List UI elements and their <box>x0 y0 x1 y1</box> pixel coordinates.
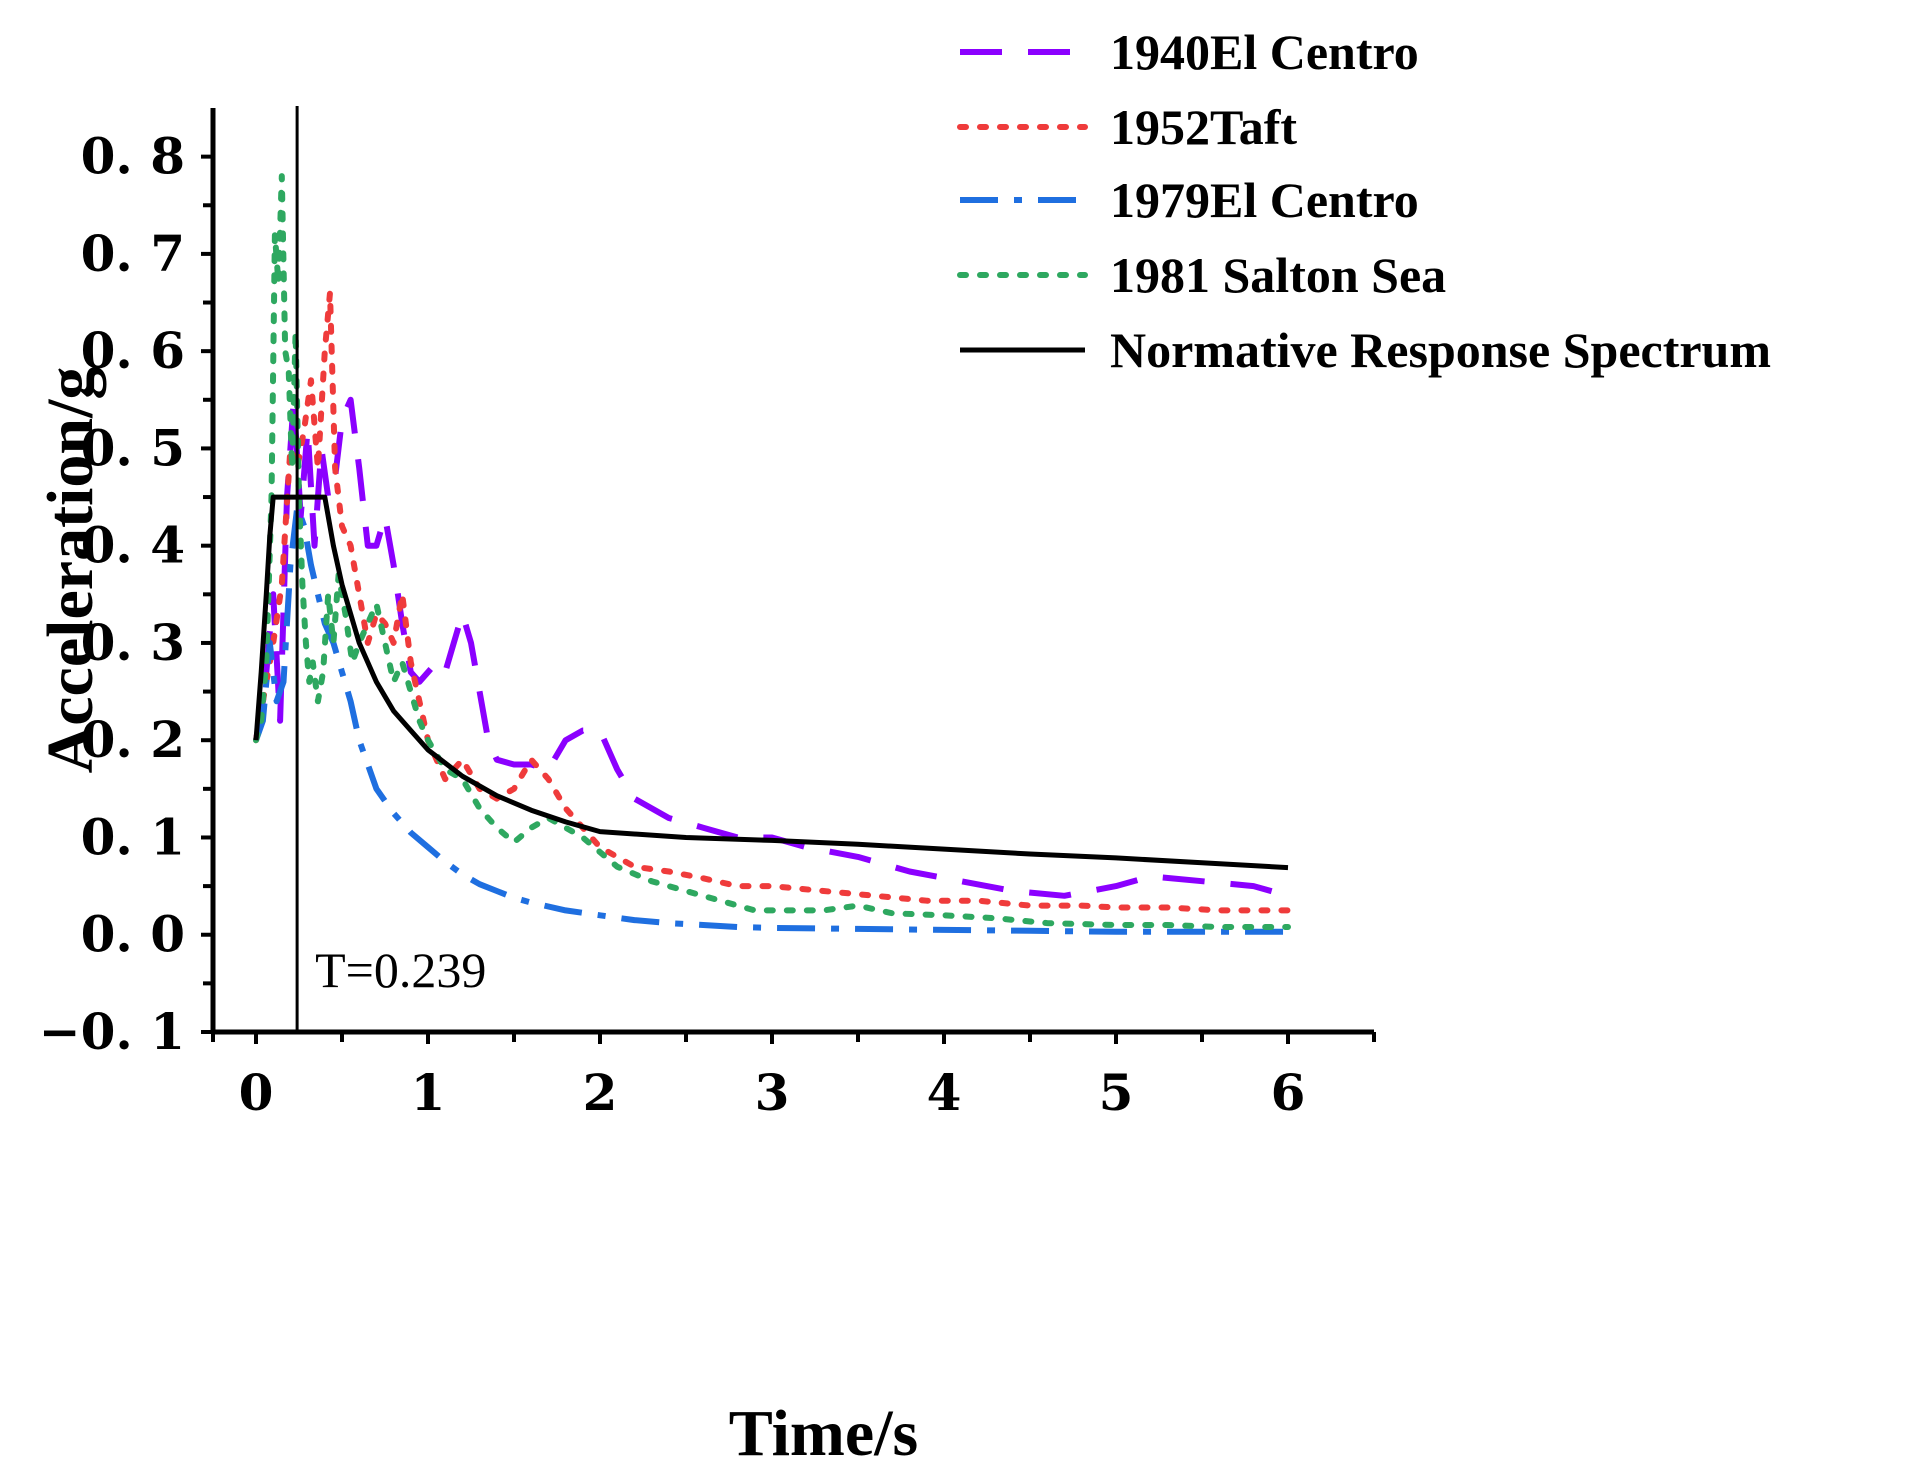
x-tick-label: 0 <box>239 1063 274 1122</box>
y-tick-label: −0. 1 <box>39 1002 185 1061</box>
y-tick-label: 0. 5 <box>81 418 185 477</box>
y-tick-label: 0. 2 <box>81 710 185 769</box>
legend: 1940El Centro 1952Taft 1979El Centro 1981 S… <box>957 24 1771 378</box>
series-line-1940el-centro <box>253 396 1289 899</box>
x-tick-label: 3 <box>755 1063 790 1122</box>
x-tick-label: 5 <box>1099 1063 1134 1122</box>
y-tick-label: 0. 7 <box>81 224 185 283</box>
annotation-layer: T=0.239 <box>295 106 486 1032</box>
labels-layer: Time/s Acceleration/g <box>34 367 918 1470</box>
x-tick-label: 1 <box>411 1063 446 1122</box>
y-tick-label: 0. 0 <box>81 905 185 964</box>
legend-label: 1981 Salton Sea <box>1110 247 1446 303</box>
series-line-1981-salton-sea <box>253 173 1291 930</box>
x-tick-label: 2 <box>583 1063 618 1122</box>
series-line-normative-response-spectrum <box>253 494 1289 871</box>
y-axis-title: Acceleration/g <box>34 367 107 774</box>
legend-label: 1940El Centro <box>1110 24 1419 80</box>
y-tick-label: 0. 1 <box>81 807 185 866</box>
period-annotation: T=0.239 <box>315 942 486 998</box>
x-tick-label: 4 <box>927 1063 962 1122</box>
y-tick-label: 0. 3 <box>81 613 185 672</box>
x-tick-label: 6 <box>1271 1063 1306 1122</box>
series-line-1979el-centro <box>253 503 1288 935</box>
y-tick-label: 0. 8 <box>81 127 185 186</box>
legend-label: Normative Response Spectrum <box>1110 322 1771 378</box>
y-tick-label: 0. 6 <box>81 321 185 380</box>
legend-label: 1979El Centro <box>1110 172 1419 228</box>
x-axis-title: Time/s <box>729 1397 918 1470</box>
axes-layer: 0 1 2 3 4 5 6 −0. 1 0. 0 0. 1 0. 2 0. 3 0. 4 0. 5 0. 6… <box>39 108 1376 1122</box>
series-line-1952taft <box>253 289 1291 914</box>
legend-label: 1952Taft <box>1110 99 1297 155</box>
series-layer <box>253 173 1291 935</box>
y-tick-label: 0. 4 <box>81 516 185 575</box>
